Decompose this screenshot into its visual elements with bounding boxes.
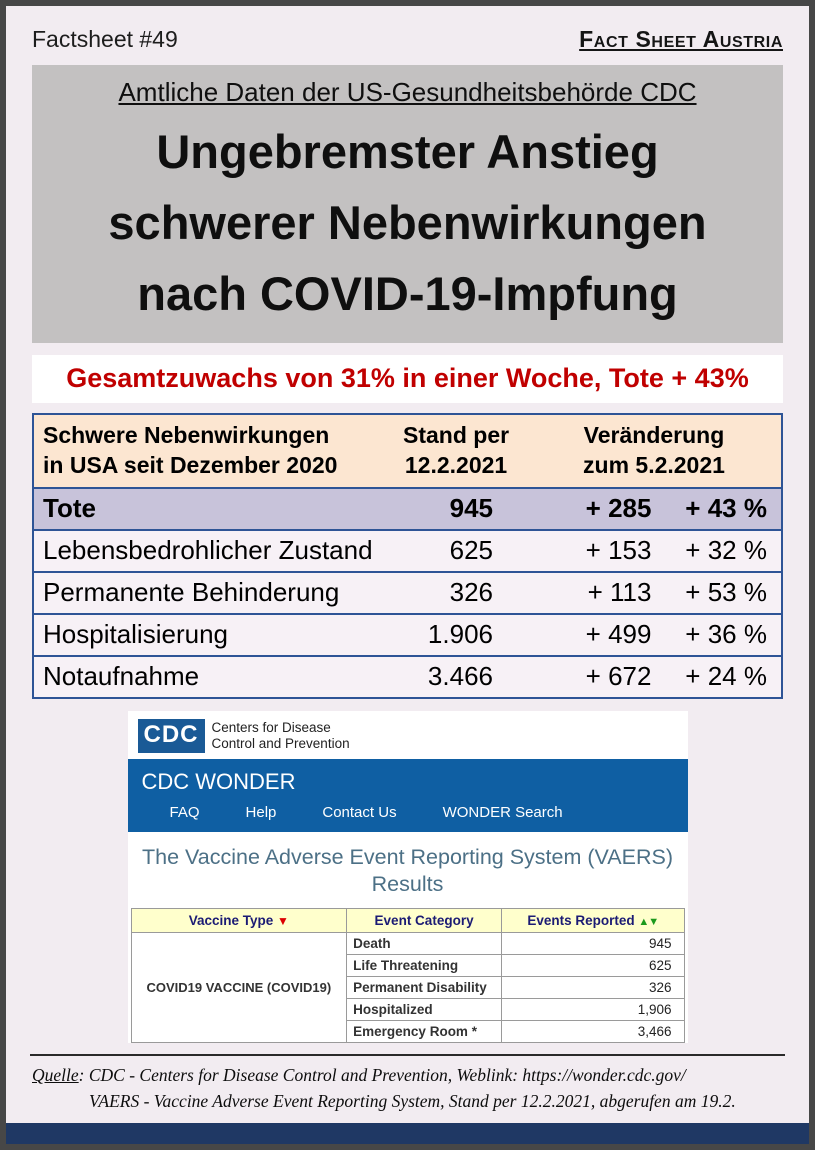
cdc-logo: CDC xyxy=(137,719,205,753)
events-count-cell: 1,906 xyxy=(500,998,685,1021)
header-col-label: Schwere Nebenwirkungen in USA seit Dezem… xyxy=(43,422,338,478)
vaers-results-table: Vaccine Type ▼ Event Category Events Rep… xyxy=(130,908,685,1043)
cdc-wonder-screenshot: CDC Centers for Disease Control and Prev… xyxy=(127,711,688,1043)
vaers-row: COVID19 VACCINE (COVID19) Death 945 xyxy=(130,932,685,1043)
event-category-cell: Emergency Room * xyxy=(346,1020,502,1043)
vaccine-type-cell: COVID19 VACCINE (COVID19) xyxy=(130,932,348,1043)
headline-subtitle: Amtliche Daten der US-Gesundheitsbehörde… xyxy=(118,77,697,107)
source-line-2: VAERS - Vaccine Adverse Event Reporting … xyxy=(89,1091,736,1111)
sort-descending-icon[interactable]: ▼ xyxy=(277,914,289,928)
vaers-row: Hospitalized 1,906 xyxy=(131,998,685,1021)
vaers-header-event-category: Event Category xyxy=(346,908,502,933)
event-category-cell: Hospitalized xyxy=(346,998,502,1021)
table-row: Lebensbedrohlicher Zustand 625 + 153 + 3… xyxy=(34,531,781,573)
row-change: + 285 xyxy=(585,493,652,523)
cdc-logo-caption: Centers for Disease Control and Preventi… xyxy=(211,720,350,751)
cdc-wonder-nav: FAQ Help Contact Us WONDER Search xyxy=(142,804,674,821)
headline-title-line1: Ungebremster Anstieg xyxy=(156,125,659,178)
row-value: 625 xyxy=(449,535,493,565)
row-change: + 499 xyxy=(585,619,652,649)
events-count-cell: 3,466 xyxy=(500,1020,685,1043)
row-change: + 672 xyxy=(585,661,652,691)
row-change: + 153 xyxy=(585,535,652,565)
cdc-wonder-header: CDC WONDER FAQ Help Contact Us WONDER Se… xyxy=(127,759,688,832)
row-change: + 113 xyxy=(587,577,652,607)
row-percent: + 24 % xyxy=(685,661,767,691)
event-category-cell: Permanent Disability xyxy=(346,976,502,999)
top-header: Factsheet #49 Fact Sheet Austria xyxy=(32,26,783,53)
row-label: Hospitalisierung xyxy=(43,619,228,649)
events-count-cell: 326 xyxy=(500,976,685,999)
table-row: Notaufnahme 3.466 + 672 + 24 % xyxy=(34,657,781,697)
row-percent: + 53 % xyxy=(685,577,767,607)
header-col-change: Veränderung zum 5.2.2021 xyxy=(583,422,725,478)
row-percent: + 36 % xyxy=(685,619,767,649)
row-value: 3.466 xyxy=(427,661,493,691)
row-label: Lebensbedrohlicher Zustand xyxy=(43,535,373,565)
source-line-1: Quelle: CDC - Centers for Disease Contro… xyxy=(32,1062,783,1088)
summary-banner: Gesamtzuwachs von 31% in einer Woche, To… xyxy=(32,355,783,403)
bottom-accent-bar xyxy=(6,1123,809,1144)
events-count-cell: 945 xyxy=(500,932,685,955)
adverse-events-table: Schwere Nebenwirkungen in USA seit Dezem… xyxy=(32,413,783,699)
source-label: Quelle xyxy=(32,1065,79,1085)
footer-divider xyxy=(30,1054,785,1056)
row-percent: + 43 % xyxy=(685,493,767,523)
header-col-value: Stand per 12.2.2021 xyxy=(403,422,510,478)
row-label: Tote xyxy=(43,493,96,523)
headline-box: Amtliche Daten der US-Gesundheitsbehörde… xyxy=(32,65,783,343)
vaers-header-row: Vaccine Type ▼ Event Category Events Rep… xyxy=(130,908,685,933)
nav-contact-us-link[interactable]: Contact Us xyxy=(322,804,397,821)
row-label: Permanente Behinderung xyxy=(43,577,340,607)
table-row: Hospitalisierung 1.906 + 499 + 36 % xyxy=(34,615,781,657)
vaers-header-vaccine-type: Vaccine Type ▼ xyxy=(130,908,348,933)
events-count-cell: 625 xyxy=(500,954,685,977)
row-value: 1.906 xyxy=(427,619,493,649)
event-category-cell: Death xyxy=(346,932,502,955)
event-category-cell: Life Threatening xyxy=(346,954,502,977)
nav-faq-link[interactable]: FAQ xyxy=(169,804,200,821)
vaers-row: Emergency Room * 3,466 xyxy=(131,1020,685,1043)
nav-help-link[interactable]: Help xyxy=(245,804,277,821)
row-label: Notaufnahme xyxy=(43,661,200,691)
headline-title-line3: nach COVID-19-Impfung xyxy=(137,267,678,320)
brand-title: Fact Sheet Austria xyxy=(579,26,783,52)
row-value: 326 xyxy=(449,577,493,607)
headline-title-line2: schwerer Nebenwirkungen xyxy=(108,196,707,249)
factsheet-number: Factsheet #49 xyxy=(32,26,178,52)
table-header-row: Schwere Nebenwirkungen in USA seit Dezem… xyxy=(34,415,781,489)
vaers-results-title: The Vaccine Adverse Event Reporting Syst… xyxy=(142,845,673,896)
table-row: Tote 945 + 285 + 43 % xyxy=(34,489,781,531)
sort-toggle-icon[interactable]: ▲▼ xyxy=(638,916,659,928)
row-percent: + 32 % xyxy=(685,535,767,565)
cdc-logo-row: CDC Centers for Disease Control and Prev… xyxy=(128,711,688,759)
vaers-header-events-reported: Events Reported ▲▼ xyxy=(500,908,685,933)
source-text: : CDC - Centers for Disease Control and … xyxy=(78,1065,686,1085)
row-value: 945 xyxy=(449,493,493,523)
cdc-wonder-title: CDC WONDER xyxy=(141,769,296,794)
nav-wonder-search-link[interactable]: WONDER Search xyxy=(442,804,563,821)
table-row: Permanente Behinderung 326 + 113 + 53 % xyxy=(34,573,781,615)
